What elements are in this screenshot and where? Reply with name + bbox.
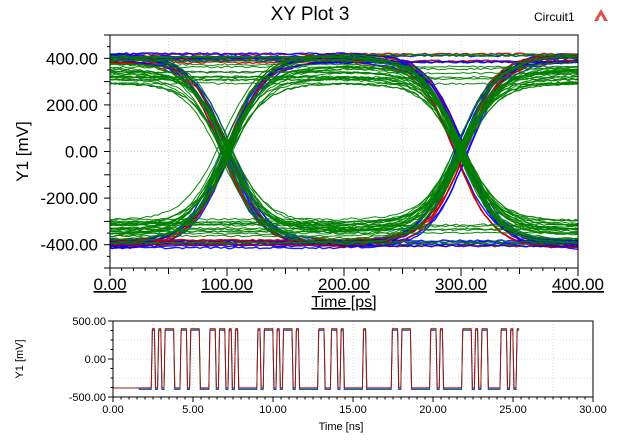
eye-trace [110, 54, 578, 221]
y-tick-label: 0.00 [65, 143, 98, 162]
transient-traces [113, 327, 520, 391]
eye-trace [110, 70, 578, 226]
y-tick-label: 400.00 [46, 49, 98, 68]
x-axis-label: Time [ns] [319, 421, 364, 433]
eye-trace [110, 55, 578, 240]
eye-trace [110, 82, 578, 241]
eye-trace [110, 56, 578, 232]
x-tick-label: 30.00 [579, 404, 607, 416]
x-tick-label: 0.00 [102, 404, 123, 416]
design-name-label: Circuit1 [534, 10, 575, 24]
y-tick-label: -200.00 [40, 189, 98, 208]
y-tick-label: 200.00 [46, 96, 98, 115]
eye-trace [110, 70, 578, 230]
x-tick-label: 100.00 [201, 275, 253, 294]
eye-trace [110, 82, 578, 238]
chart-title: XY Plot 3 [270, 4, 350, 25]
x-tick-label: 15.00 [339, 404, 367, 416]
eye-trace [110, 66, 578, 236]
x-tick-label: 20.00 [419, 404, 447, 416]
x-tick-label: 300.00 [435, 275, 487, 294]
eye-trace [110, 59, 578, 222]
eye-trace [110, 81, 578, 221]
eye-trace [110, 63, 578, 231]
eye-trace [110, 76, 578, 244]
eye-trace [110, 55, 578, 225]
x-tick-label: 0.00 [93, 275, 126, 294]
y-axis-label: Y1 [mV] [14, 339, 26, 378]
eye-trace [110, 78, 578, 240]
eye-trace [110, 82, 578, 233]
y-tick-label: 0.00 [85, 354, 106, 366]
x-tick-label: 400.00 [552, 275, 604, 294]
eye-traces [110, 52, 578, 250]
eye-trace [110, 67, 578, 246]
y-tick-label: 500.00 [72, 316, 106, 328]
eye-trace [110, 78, 578, 245]
y-tick-label: -400.00 [40, 236, 98, 255]
x-tick-label: 10.00 [259, 404, 287, 416]
x-tick-label: 25.00 [499, 404, 527, 416]
transient-plot-area [112, 320, 594, 398]
y-tick-label: -500.00 [69, 392, 106, 404]
transient-trace [113, 327, 520, 389]
eye-trace [110, 66, 578, 230]
ansys-logo-icon [594, 9, 608, 21]
x-tick-label: 200.00 [318, 275, 370, 294]
eye-trace [110, 73, 578, 238]
eye-trace [110, 65, 578, 233]
eye-trace [110, 77, 578, 229]
y-axis-label: Y1 [mV] [13, 121, 32, 181]
x-axis-label: Time [ps] [311, 294, 376, 311]
x-tick-label: 5.00 [182, 404, 203, 416]
